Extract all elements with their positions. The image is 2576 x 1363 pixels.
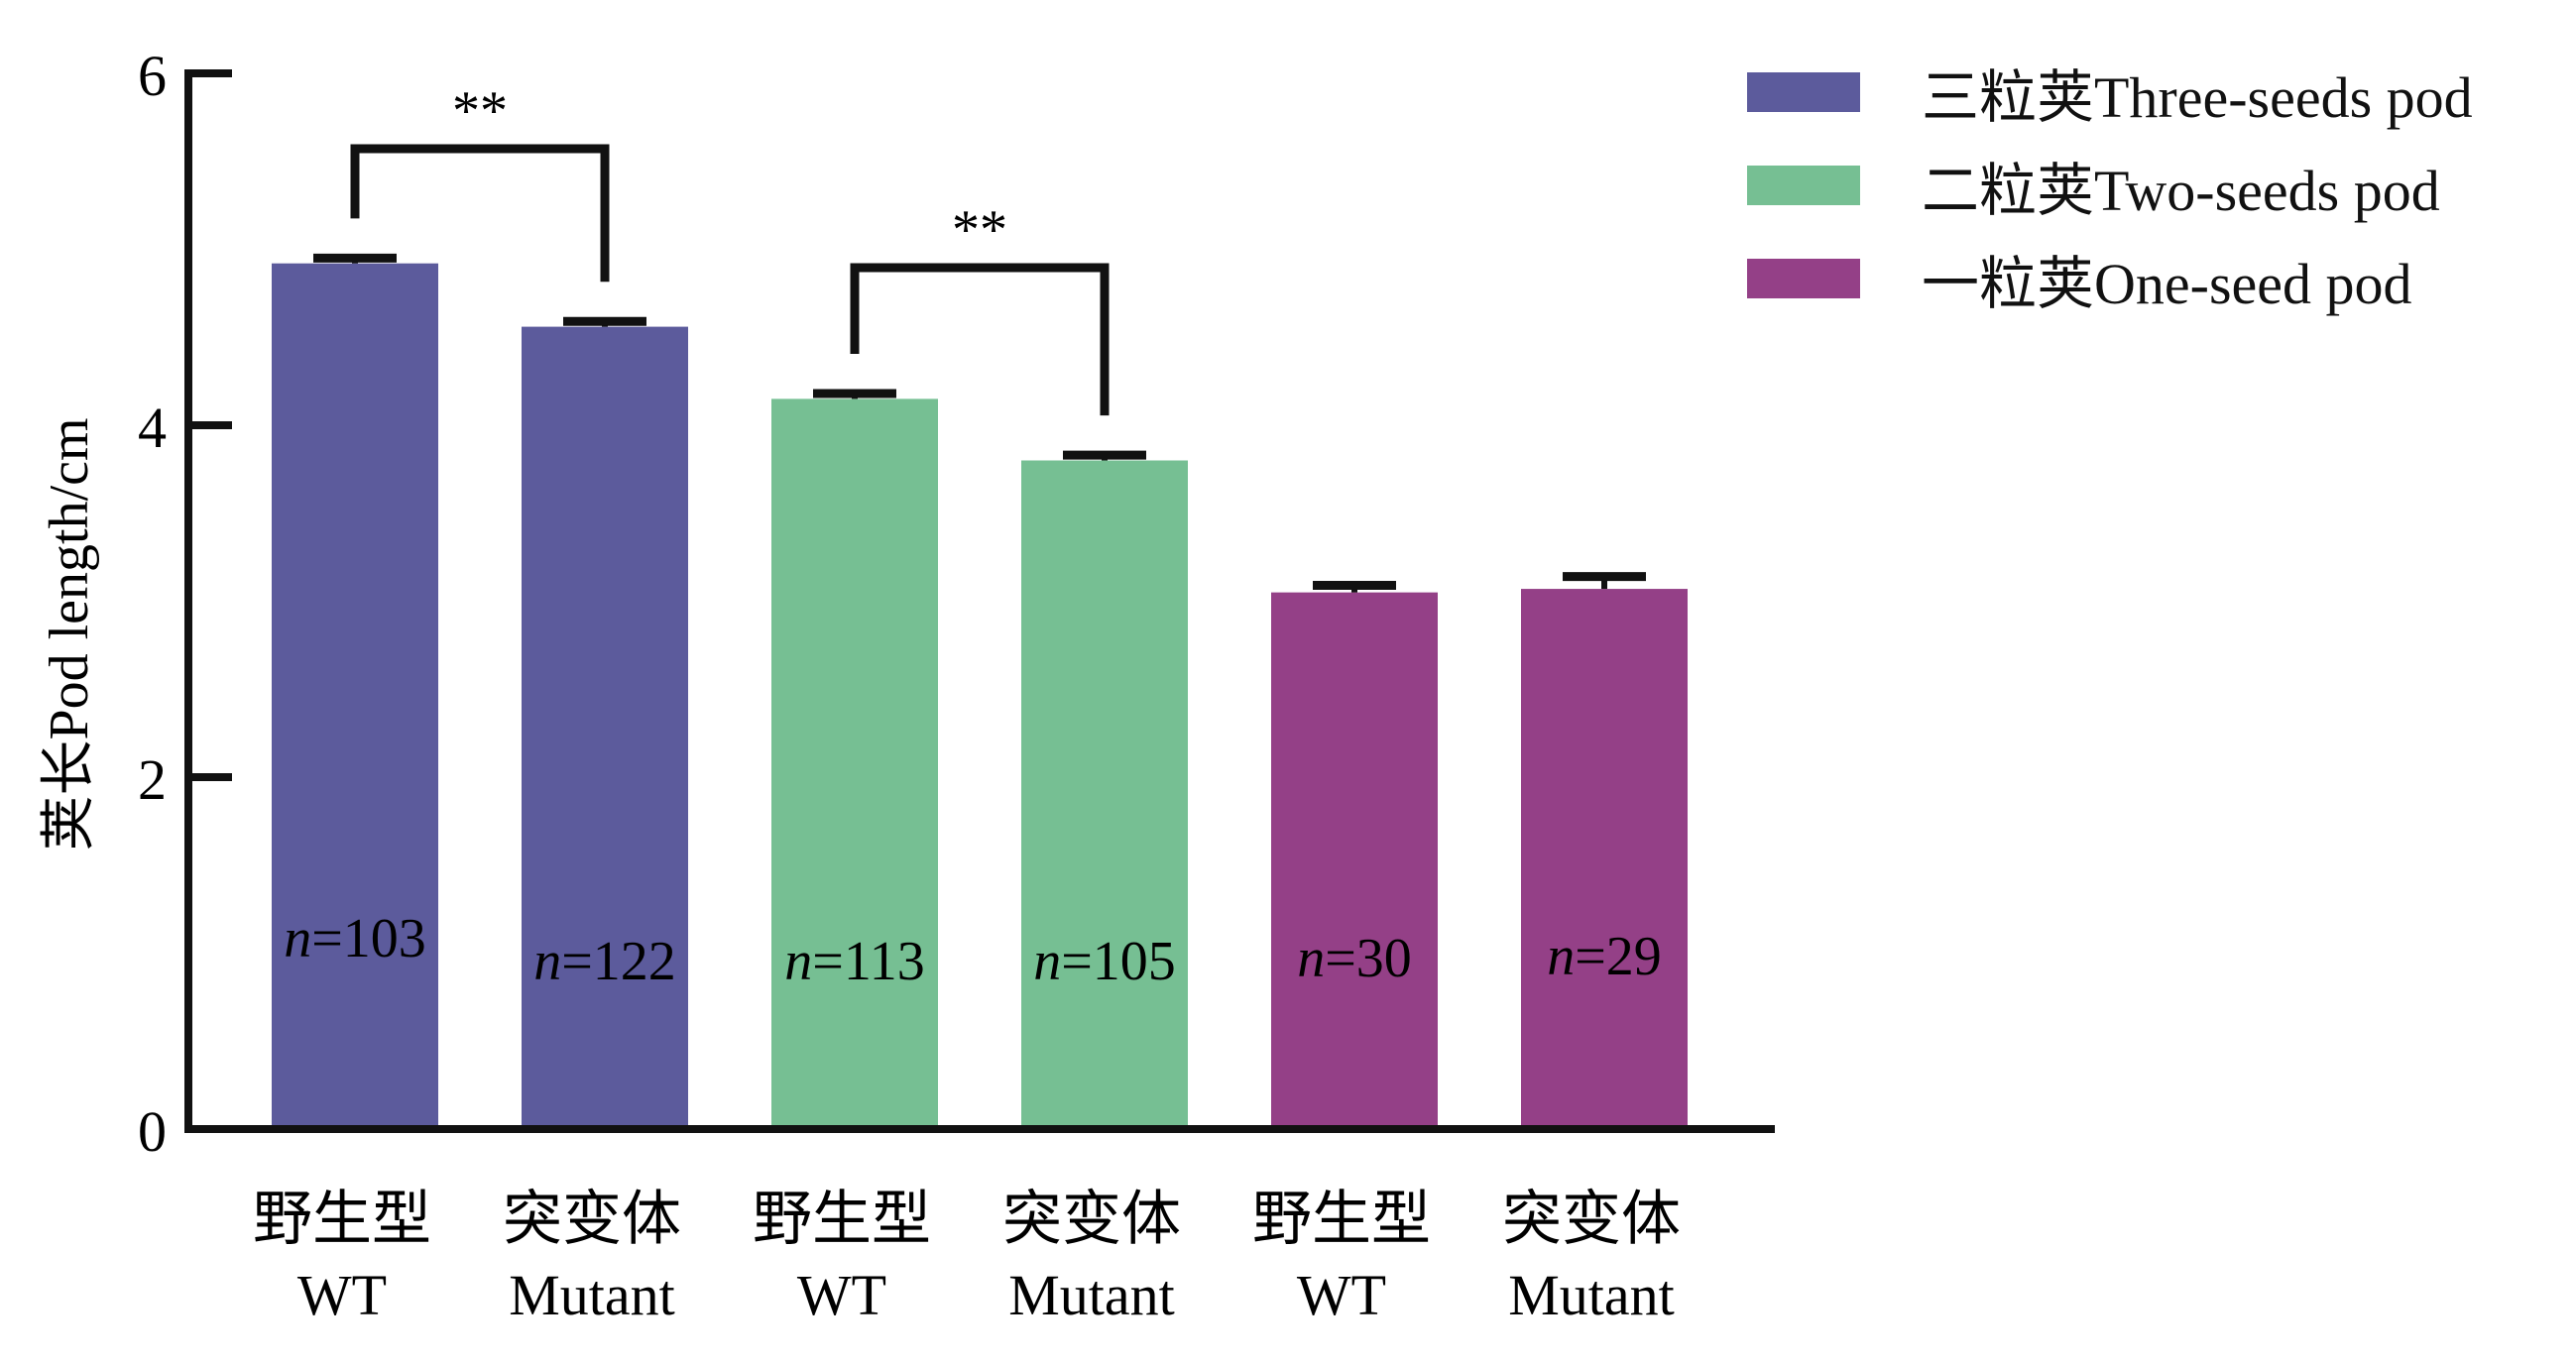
- bar-1: [522, 326, 688, 1130]
- legend-item-two-seeds: 二粒荚Two-seeds pod: [1747, 139, 2473, 232]
- x-tick-label-en-4: WT: [1297, 1263, 1386, 1327]
- significance-bracket-1: [850, 263, 1110, 416]
- bar-3: [1021, 460, 1188, 1129]
- n-label-3: n=105: [1033, 931, 1176, 992]
- n-label-prefix: n: [284, 908, 311, 969]
- n-label-1: n=122: [533, 931, 676, 992]
- bars-group: [272, 263, 1688, 1130]
- n-label-prefix: n: [1033, 931, 1061, 992]
- x-tick-label-en-2: WT: [797, 1263, 886, 1327]
- n-label-value: =105: [1061, 931, 1176, 992]
- n-label-2: n=113: [784, 931, 925, 992]
- n-label-0: n=103: [284, 908, 426, 969]
- n-label-value: =113: [812, 931, 925, 992]
- x-tick-label-en-0: WT: [297, 1263, 387, 1327]
- bar-5: [1521, 589, 1688, 1129]
- bar-4: [1271, 592, 1438, 1129]
- n-label-4: n=30: [1297, 928, 1412, 989]
- n-labels-group: n=103 n=122 n=113 n=105 n=30 n=29: [284, 908, 1662, 992]
- x-tick-label-cn-4: 野生型: [1252, 1187, 1431, 1252]
- x-tick-label-cn-1: 突变体: [503, 1187, 681, 1252]
- x-tick-label-cn-3: 突变体: [1002, 1187, 1181, 1252]
- x-tick-label-cn-0: 野生型: [253, 1187, 431, 1252]
- legend-item-three-seeds: 三粒荚Three-seeds pod: [1747, 46, 2473, 139]
- significance-label-0: **: [452, 80, 508, 142]
- error-bars-group: [313, 253, 1646, 593]
- x-tick-label-cn-2: 野生型: [753, 1187, 931, 1252]
- n-label-prefix: n: [784, 931, 812, 992]
- significance-group: ** **: [350, 80, 1110, 416]
- n-label-prefix: n: [533, 931, 561, 992]
- y-tick-label-1: 2: [138, 747, 167, 812]
- x-tick-label-en-1: Mutant: [509, 1263, 675, 1327]
- n-label-5: n=29: [1547, 926, 1662, 987]
- n-label-prefix: n: [1297, 928, 1325, 989]
- legend-label-two-seeds: 二粒荚Two-seeds pod: [1922, 159, 2440, 223]
- bar-2: [771, 398, 938, 1129]
- significance-label-1: **: [952, 199, 1007, 261]
- bar-0: [272, 263, 438, 1129]
- x-tick-label-en-5: Mutant: [1508, 1263, 1675, 1327]
- y-tick-label-3: 6: [138, 44, 167, 108]
- n-label-value: =122: [561, 931, 676, 992]
- n-label-value: =30: [1325, 928, 1412, 989]
- n-label-value: =29: [1575, 926, 1662, 987]
- legend-label-one-seed: 一粒荚One-seed pod: [1922, 252, 2412, 316]
- y-tick-label-2: 4: [138, 396, 167, 460]
- legend-swatch-two-seeds: [1747, 166, 1860, 205]
- y-axis-label: 荚长Pod length/cm: [39, 417, 100, 851]
- n-label-prefix: n: [1547, 926, 1575, 987]
- legend-swatch-one-seed: [1747, 259, 1860, 298]
- x-tick-label-en-3: Mutant: [1008, 1263, 1175, 1327]
- legend-item-one-seed: 一粒荚One-seed pod: [1747, 232, 2473, 325]
- legend-label-three-seeds: 三粒荚Three-seeds pod: [1922, 65, 2473, 130]
- significance-bracket-0: [350, 144, 610, 283]
- legend: 三粒荚Three-seeds pod 二粒荚Two-seeds pod 一粒荚O…: [1747, 46, 2473, 325]
- axes-group: 0 2 4 6: [138, 44, 1775, 1164]
- x-labels-group: 野生型 WT 突变体 Mutant 野生型 WT 突变体 Mutant 野生型 WT 突变体 Muta…: [253, 1187, 1681, 1327]
- x-tick-label-cn-5: 突变体: [1502, 1187, 1681, 1252]
- n-label-value: =103: [311, 908, 426, 969]
- y-tick-label-0: 0: [138, 1099, 167, 1164]
- legend-swatch-three-seeds: [1747, 72, 1860, 112]
